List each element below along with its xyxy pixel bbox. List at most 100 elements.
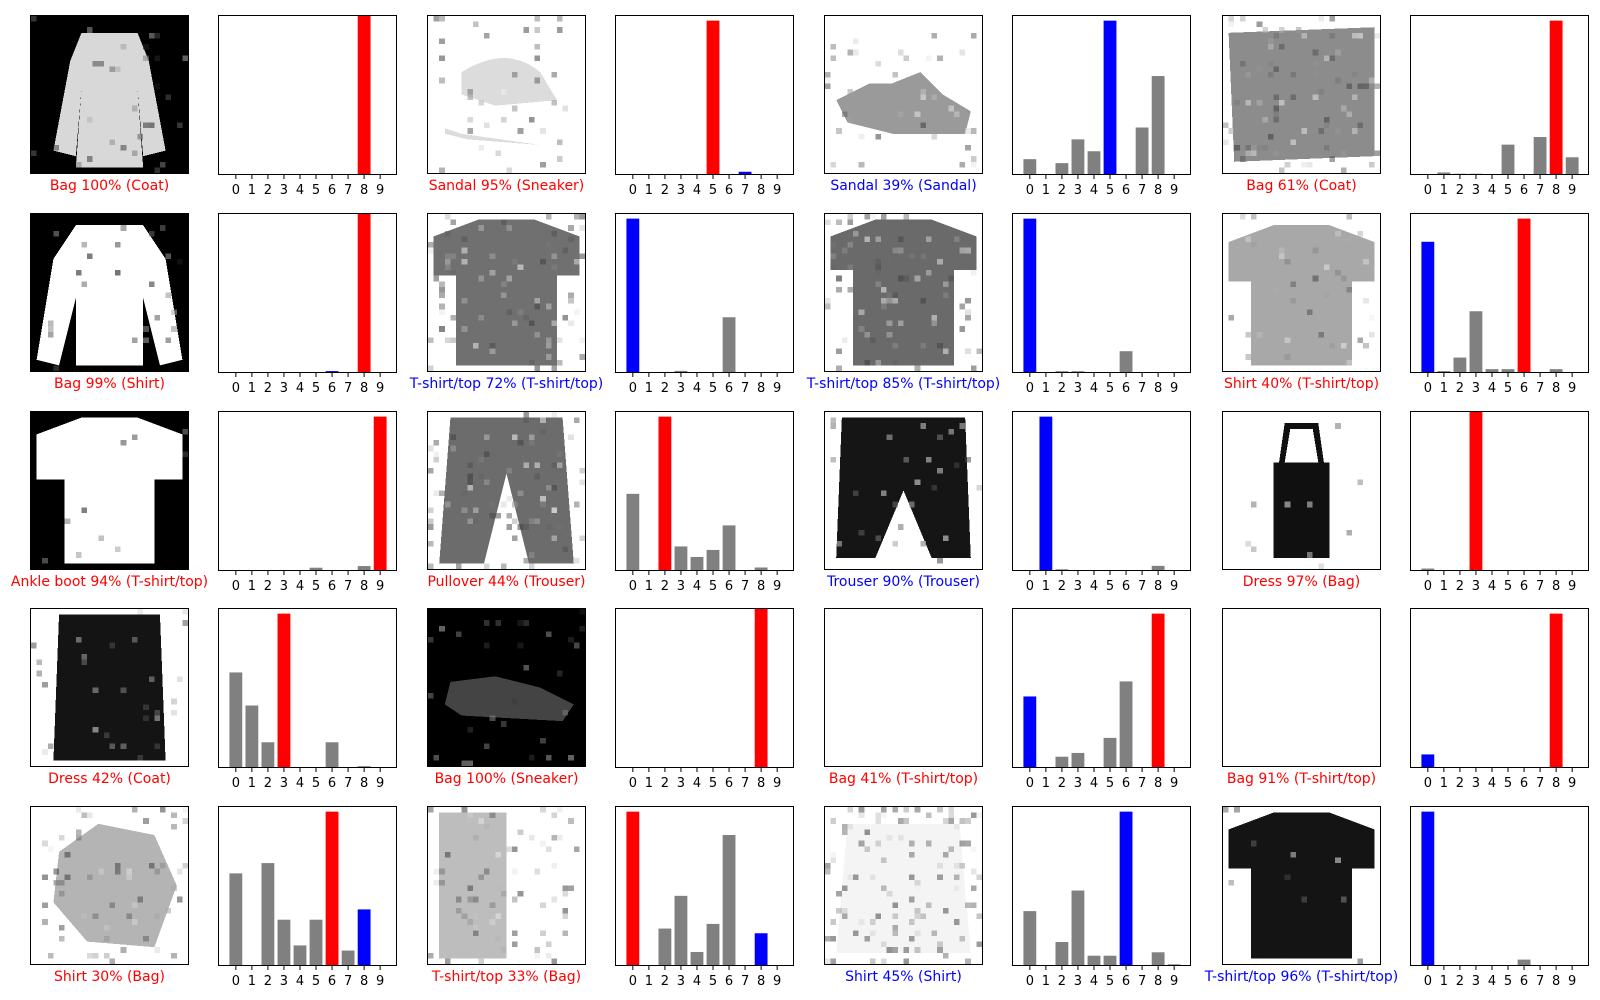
x-tick-label: 1 bbox=[1042, 579, 1050, 594]
x-tick-label: 8 bbox=[1154, 579, 1162, 594]
bar-class-3 bbox=[1071, 139, 1085, 175]
x-tick-label: 9 bbox=[1170, 381, 1178, 396]
prediction-caption: Dress 97% (Bag) bbox=[1242, 574, 1361, 590]
x-tick-label: 3 bbox=[280, 974, 288, 989]
plot-frame bbox=[615, 411, 794, 571]
plot-frame bbox=[218, 411, 397, 571]
x-tick-label: 4 bbox=[1090, 974, 1098, 989]
x-tick-label: 7 bbox=[1138, 776, 1146, 791]
x-tick-label: 1 bbox=[248, 183, 256, 198]
x-tick-label: 6 bbox=[1122, 776, 1130, 791]
bar-class-5 bbox=[1501, 369, 1515, 373]
x-tick-label: 4 bbox=[296, 183, 304, 198]
prediction-caption: Sandal 95% (Sneaker) bbox=[428, 178, 585, 194]
bar-class-8 bbox=[1151, 613, 1165, 768]
x-tick-label: 5 bbox=[1106, 381, 1114, 396]
x-tick-label: 4 bbox=[296, 776, 304, 791]
coat-image bbox=[30, 15, 189, 174]
bar-class-4 bbox=[1485, 369, 1499, 373]
bar-class-5 bbox=[309, 567, 323, 571]
x-tick-label: 1 bbox=[248, 776, 256, 791]
plot-frame bbox=[1410, 608, 1589, 768]
bar-class-5 bbox=[1501, 144, 1515, 175]
bar-class-8 bbox=[1549, 369, 1563, 373]
x-tick-label: 8 bbox=[1154, 974, 1162, 989]
bar-class-6 bbox=[722, 835, 736, 966]
x-tick-label: 8 bbox=[757, 183, 765, 198]
bar-class-9 bbox=[1565, 157, 1579, 175]
x-tick-label: 6 bbox=[328, 776, 336, 791]
bar-class-1 bbox=[1437, 172, 1451, 175]
bar-class-6 bbox=[325, 811, 339, 966]
x-tick-label: 0 bbox=[1424, 974, 1432, 989]
x-tick-label: 3 bbox=[1472, 381, 1480, 396]
sneaker-dark-image bbox=[427, 608, 586, 767]
x-tick-label: 7 bbox=[741, 776, 749, 791]
bar-class-8 bbox=[754, 933, 768, 966]
x-tick-label: 4 bbox=[296, 381, 304, 396]
x-tick-label: 7 bbox=[1536, 381, 1544, 396]
x-tick-label: 9 bbox=[376, 183, 384, 198]
x-tick-label: 8 bbox=[1552, 974, 1560, 989]
x-tick-label: 1 bbox=[645, 183, 653, 198]
bar-class-0 bbox=[229, 873, 243, 966]
x-tick-label: 2 bbox=[264, 579, 272, 594]
x-tick-label: 0 bbox=[1026, 974, 1034, 989]
x-tick-label: 1 bbox=[1440, 776, 1448, 791]
bar-class-3 bbox=[1071, 752, 1085, 768]
x-tick-label: 1 bbox=[1440, 183, 1448, 198]
x-tick-label: 4 bbox=[296, 579, 304, 594]
plot-frame bbox=[1410, 411, 1589, 571]
x-tick-label: 1 bbox=[1440, 579, 1448, 594]
x-tick-label: 2 bbox=[1058, 974, 1066, 989]
bag-light-image bbox=[30, 806, 189, 965]
bar-class-4 bbox=[1087, 955, 1101, 966]
x-tick-label: 9 bbox=[376, 974, 384, 989]
x-tick-label: 8 bbox=[1552, 183, 1560, 198]
sneaker-image bbox=[427, 15, 586, 174]
plot-frame bbox=[1410, 15, 1589, 175]
x-tick-label: 2 bbox=[661, 183, 669, 198]
bar-class-7 bbox=[1533, 137, 1547, 175]
x-tick-label: 1 bbox=[645, 579, 653, 594]
x-tick-label: 2 bbox=[661, 776, 669, 791]
plot-frame bbox=[615, 608, 794, 768]
plot-frame bbox=[615, 213, 794, 373]
bar-class-2 bbox=[658, 416, 672, 571]
x-tick-label: 4 bbox=[1488, 974, 1496, 989]
x-tick-label: 2 bbox=[264, 974, 272, 989]
x-tick-label: 2 bbox=[264, 381, 272, 396]
x-tick-label: 3 bbox=[1472, 579, 1480, 594]
x-tick-label: 5 bbox=[709, 776, 717, 791]
bar-class-2 bbox=[1055, 941, 1069, 966]
bar-class-0 bbox=[1421, 241, 1435, 373]
x-tick-label: 0 bbox=[232, 579, 240, 594]
bar-class-8 bbox=[1151, 565, 1165, 571]
x-tick-label: 9 bbox=[773, 974, 781, 989]
x-tick-label: 7 bbox=[344, 381, 352, 396]
x-tick-label: 2 bbox=[264, 776, 272, 791]
x-tick-label: 1 bbox=[1440, 381, 1448, 396]
bar-class-3 bbox=[1469, 311, 1483, 373]
x-tick-label: 2 bbox=[661, 974, 669, 989]
bar-class-5 bbox=[1103, 20, 1117, 175]
x-tick-label: 5 bbox=[1106, 776, 1114, 791]
x-tick-label: 0 bbox=[1026, 183, 1034, 198]
plot-frame bbox=[218, 15, 397, 175]
x-tick-label: 9 bbox=[1568, 974, 1576, 989]
x-tick-label: 2 bbox=[1058, 183, 1066, 198]
bar-class-7 bbox=[738, 171, 752, 175]
x-tick-label: 0 bbox=[1026, 776, 1034, 791]
plot-frame bbox=[1012, 806, 1191, 966]
x-tick-label: 2 bbox=[1456, 579, 1464, 594]
x-tick-label: 9 bbox=[1568, 776, 1576, 791]
prediction-caption: Trouser 90% (Trouser) bbox=[826, 574, 981, 590]
sandal-image bbox=[824, 15, 983, 174]
bar-class-0 bbox=[626, 493, 640, 571]
x-tick-label: 1 bbox=[248, 974, 256, 989]
x-tick-label: 1 bbox=[1440, 974, 1448, 989]
x-tick-label: 1 bbox=[248, 579, 256, 594]
x-tick-label: 9 bbox=[376, 381, 384, 396]
